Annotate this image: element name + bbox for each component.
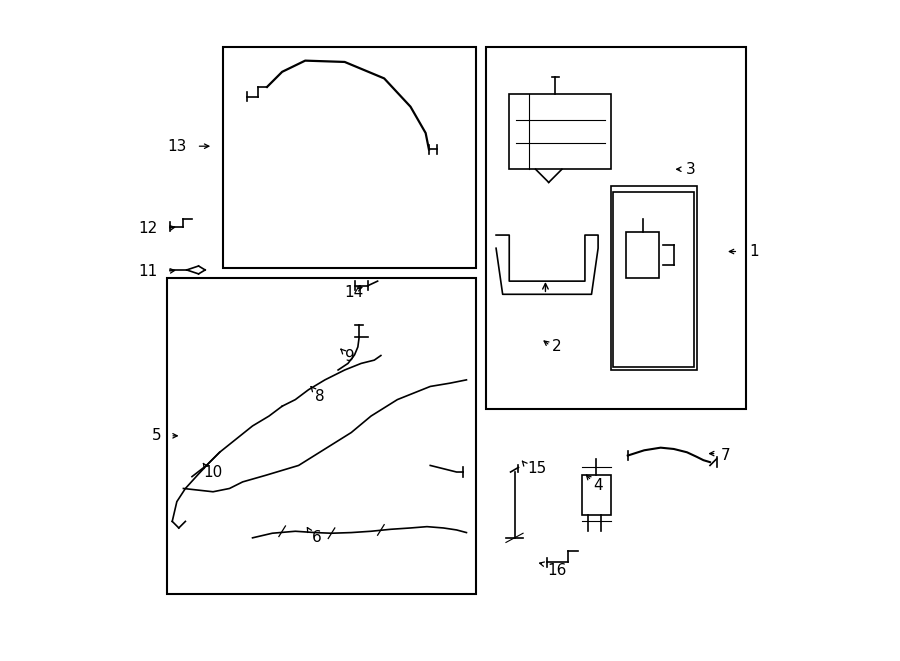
Bar [626, 232, 660, 278]
Text: 1: 1 [750, 244, 759, 259]
Text: 4: 4 [593, 478, 603, 492]
Text: 7: 7 [721, 448, 731, 463]
Text: 8: 8 [315, 389, 325, 404]
Text: 2: 2 [552, 340, 562, 354]
Text: 11: 11 [138, 264, 157, 279]
Bar [486, 48, 746, 409]
Text: 6: 6 [311, 530, 321, 545]
Bar [223, 48, 476, 268]
Text: 15: 15 [527, 461, 547, 476]
Bar [613, 192, 694, 367]
Text: 10: 10 [203, 465, 222, 479]
Bar [167, 278, 476, 594]
Text: 3: 3 [686, 162, 696, 176]
Text: 13: 13 [167, 139, 186, 154]
Text: 9: 9 [345, 349, 355, 364]
Text: 5: 5 [152, 428, 162, 444]
Bar [611, 186, 697, 370]
Bar [581, 475, 611, 515]
Text: 14: 14 [345, 285, 364, 300]
Text: 12: 12 [138, 221, 157, 236]
Bar [509, 94, 611, 169]
Text: 16: 16 [547, 563, 567, 578]
